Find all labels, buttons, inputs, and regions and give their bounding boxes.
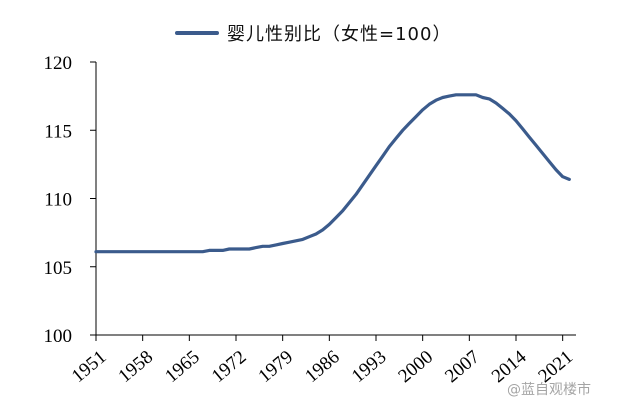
y-axis: 100 105 110 115 120 bbox=[44, 53, 97, 347]
x-tick-label: 2007 bbox=[441, 347, 484, 388]
series-layer bbox=[94, 93, 571, 254]
y-tick-label: 100 bbox=[44, 326, 73, 347]
x-tick-label: 1993 bbox=[348, 347, 391, 388]
x-tick-label: 2000 bbox=[394, 347, 437, 388]
x-tick-label: 1972 bbox=[208, 347, 251, 388]
legend: 婴儿性别比（女性=100） bbox=[175, 19, 451, 47]
x-axis: 1951 1958 1965 1972 1979 1986 1993 2000 2007 2014… bbox=[68, 334, 577, 388]
legend-swatch bbox=[175, 31, 219, 35]
legend-label: 婴儿性别比（女性=100） bbox=[227, 24, 452, 45]
y-tick-label: 120 bbox=[44, 53, 73, 74]
y-tick-label: 105 bbox=[44, 258, 73, 279]
x-tick-label: 1958 bbox=[114, 347, 157, 388]
x-tick-label: 1951 bbox=[68, 347, 111, 388]
y-tick-label: 110 bbox=[44, 190, 72, 211]
watermark-text: @蓝自观楼市 bbox=[507, 382, 591, 398]
x-tick-label: 1979 bbox=[254, 347, 297, 388]
y-tick-label: 115 bbox=[44, 121, 72, 142]
x-tick-label: 1986 bbox=[301, 347, 344, 388]
x-tick-label: 1965 bbox=[161, 347, 204, 388]
series-line bbox=[94, 93, 571, 254]
